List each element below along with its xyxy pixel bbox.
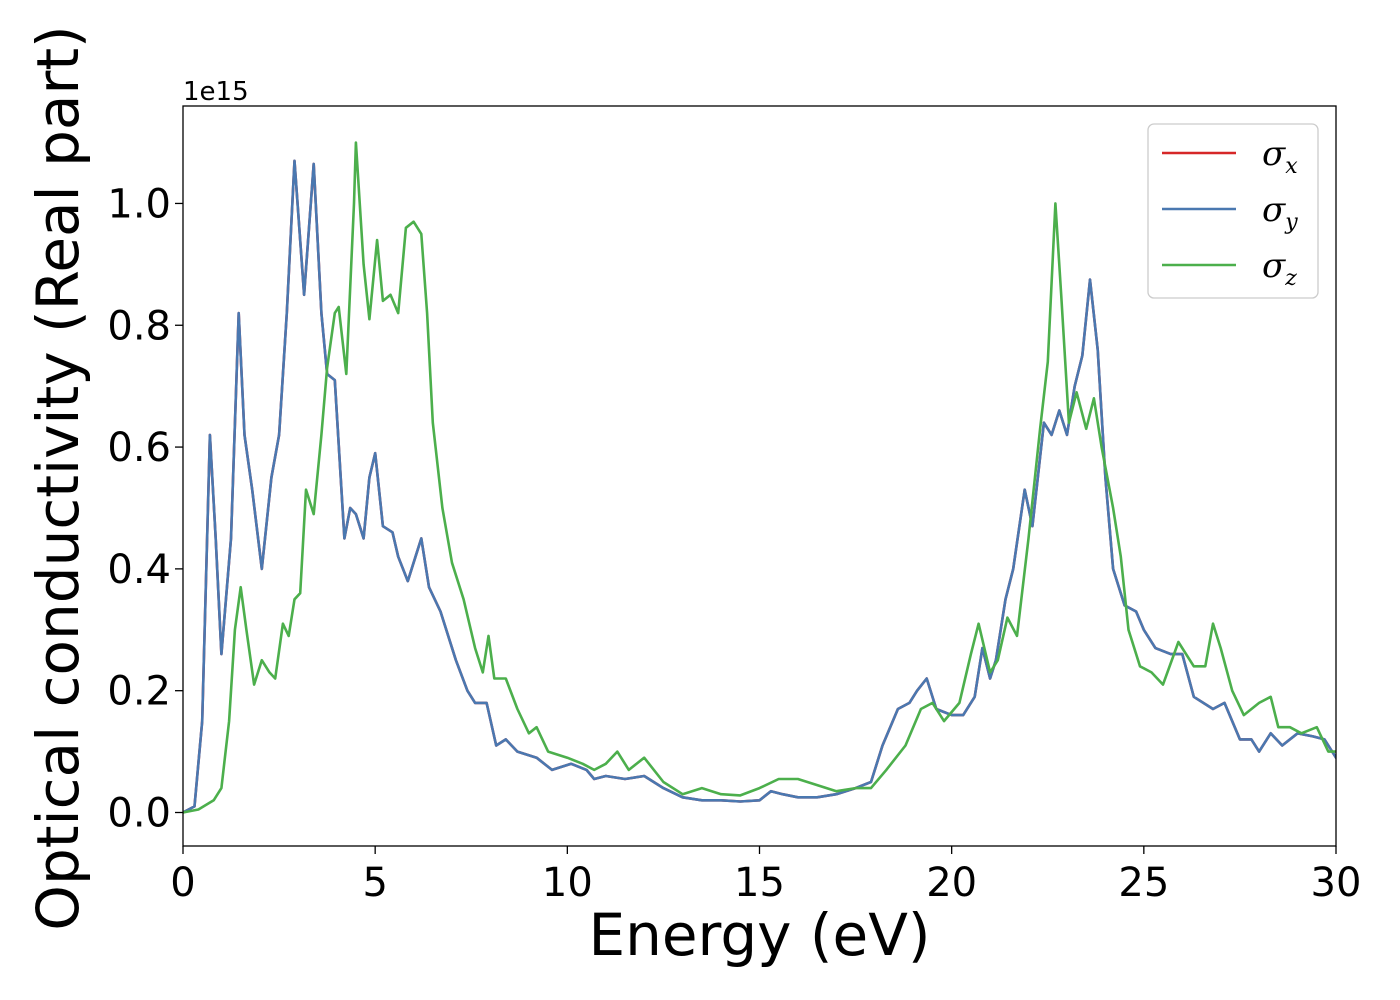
x-tick-label: 5 (362, 860, 387, 906)
x-tick-label: 20 (926, 860, 977, 906)
x-tick-label: 25 (1118, 860, 1169, 906)
legend-label: σz (1262, 246, 1297, 291)
legend: σx σy σz (1147, 123, 1319, 299)
y-offset-label: 1e15 (183, 77, 249, 107)
y-tick-label: 0.2 (107, 669, 171, 715)
x-axis: 0 5 10 15 20 25 30 (170, 846, 1361, 906)
x-tick-label: 10 (542, 860, 593, 906)
y-tick-label: 1.0 (107, 181, 171, 227)
y-axis-label: Optical conductivity (Real part) (24, 25, 92, 930)
x-tick-label: 15 (734, 860, 785, 906)
y-tick-label: 0.0 (107, 791, 171, 837)
series-line-z (183, 141, 1336, 814)
y-tick-label: 0.8 (107, 303, 171, 349)
y-axis: 0.0 0.2 0.4 0.6 0.8 1.0 (107, 181, 183, 837)
legend-item-x: σx (1162, 134, 1298, 179)
legend-item-z: σz (1162, 246, 1297, 291)
y-tick-label: 0.4 (107, 547, 171, 593)
series-line-y (183, 159, 1336, 814)
series-layer (183, 141, 1336, 814)
legend-frame (1147, 123, 1319, 299)
x-axis-label: Energy (eV) (588, 901, 930, 969)
x-tick-label: 0 (170, 860, 195, 906)
x-tick-label: 30 (1311, 860, 1362, 906)
y-tick-label: 0.6 (107, 425, 171, 471)
legend-label: σx (1262, 134, 1298, 179)
legend-item-y: σy (1162, 190, 1298, 235)
legend-label: σy (1262, 190, 1298, 235)
